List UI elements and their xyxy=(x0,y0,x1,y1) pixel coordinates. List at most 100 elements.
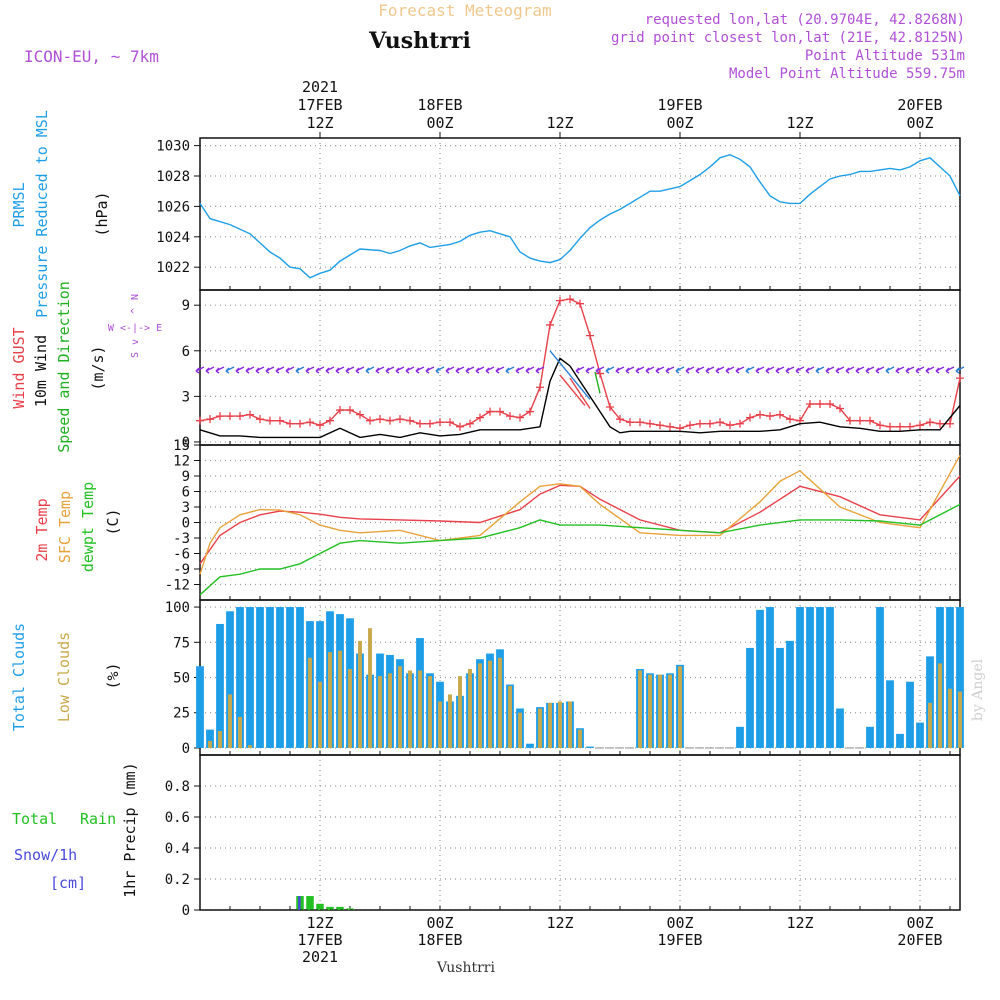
pressure-unit: (hPa) xyxy=(93,191,111,236)
pressure-ytick-label: 1026 xyxy=(156,199,190,215)
gust-marker xyxy=(746,413,754,422)
bottom-time-label: 20FEB xyxy=(897,931,942,949)
top-time-label: 00Z xyxy=(426,114,453,132)
wind-direction-arrow xyxy=(945,366,955,374)
wind-direction-arrow xyxy=(345,366,355,374)
gust-marker xyxy=(366,416,374,425)
pressure-label-1: PRMSL xyxy=(10,182,28,227)
gust-marker xyxy=(806,399,814,408)
low-cloud-bar xyxy=(248,745,252,748)
gust-label: Wind GUST xyxy=(10,327,28,408)
wind-direction-arrow xyxy=(275,366,285,374)
top-time-label: 12Z xyxy=(786,114,813,132)
gust-marker xyxy=(646,419,654,428)
temperature-ytick-label: 15 xyxy=(173,438,190,454)
gust-marker xyxy=(216,412,224,421)
wind-direction-arrow xyxy=(585,366,595,374)
wind-direction-arrow xyxy=(255,366,265,374)
low-cloud-bar xyxy=(518,712,522,748)
precipitation-ytick-label: 0.2 xyxy=(165,872,190,888)
temperature-ytick-label: 6 xyxy=(182,485,190,501)
rain-bar xyxy=(316,903,324,910)
low-cloud-bar xyxy=(368,628,372,748)
wind-direction-arrow xyxy=(635,366,645,374)
gust-marker xyxy=(636,418,644,427)
wind-direction-arrow xyxy=(415,366,425,374)
precip-rain-label: Rain xyxy=(80,810,116,828)
total-cloud-bar xyxy=(246,607,254,748)
gust-marker xyxy=(496,407,504,416)
wind-direction-arrow xyxy=(515,366,525,374)
wind-direction-arrow xyxy=(715,366,725,374)
wind-direction-arrow xyxy=(755,366,765,374)
low-cloud-bar xyxy=(478,663,482,748)
total-cloud-bar xyxy=(526,743,534,748)
gust-line xyxy=(199,298,961,430)
wind-direction-arrow xyxy=(705,366,715,374)
wind-direction-arrow xyxy=(605,366,615,374)
low-cloud-bar xyxy=(958,691,962,748)
wind-ytick-label: 3 xyxy=(182,389,190,405)
total-cloud-bar xyxy=(796,607,804,748)
gust-marker xyxy=(446,418,454,427)
wind-direction-arrow xyxy=(365,366,375,374)
precipitation-frame xyxy=(199,754,961,911)
precip-cm-label: [cm] xyxy=(50,874,86,892)
low-cloud-bar xyxy=(228,694,232,748)
rain-bar xyxy=(306,896,314,910)
temperature-ytick-label: 9 xyxy=(182,469,190,485)
gust-marker xyxy=(546,320,554,329)
gust-marker xyxy=(566,295,574,304)
low-cloud-bar xyxy=(408,670,412,748)
wind-direction-arrow xyxy=(725,366,735,374)
wind-ytick-label: 9 xyxy=(182,298,190,314)
wind-direction-arrow xyxy=(885,366,895,374)
wind-direction-arrow xyxy=(435,366,445,374)
wind-direction-arrow xyxy=(815,366,825,374)
total-cloud-bar xyxy=(926,656,934,748)
gust-marker xyxy=(236,412,244,421)
sfc-label: SFC Temp xyxy=(56,491,74,563)
gust-marker xyxy=(666,422,674,431)
low-cloud-bar xyxy=(678,666,682,748)
low-cloud-bar xyxy=(348,669,352,748)
gust-marker xyxy=(266,416,274,425)
wind-direction-arrow xyxy=(855,366,865,374)
wind-direction-arrow xyxy=(225,366,235,374)
compass-row: W <-|-> E xyxy=(108,323,162,334)
total-cloud-bar xyxy=(256,607,264,748)
watermark: by Angel xyxy=(970,658,986,721)
wind-direction-arrow xyxy=(675,366,685,374)
total-cloud-bar xyxy=(916,722,924,748)
wind-direction-arrow xyxy=(315,366,325,374)
gust-marker xyxy=(306,418,314,427)
gust-marker xyxy=(856,416,864,425)
wind-direction-arrow xyxy=(625,366,635,374)
gust-marker xyxy=(206,415,214,424)
total-cloud-bar xyxy=(806,607,814,748)
gust-marker xyxy=(826,399,834,408)
storm-wind-arrow xyxy=(559,374,586,406)
low-cloud-bar xyxy=(568,701,572,748)
gust-marker xyxy=(656,421,664,430)
low-cloud-bar xyxy=(668,674,672,748)
top-time-label: 00Z xyxy=(666,114,693,132)
gridpoint-coords: grid point closest lon,lat (21E, 42.8125… xyxy=(611,30,965,46)
low-cloud-bar xyxy=(378,676,382,748)
wind-direction-arrow xyxy=(335,366,345,374)
clouds-ytick-label: 50 xyxy=(173,671,190,687)
bottom-time-label: 12Z xyxy=(546,914,573,932)
wind-direction-arrow xyxy=(535,366,545,374)
wind-direction-arrow xyxy=(235,366,245,374)
gust-marker xyxy=(376,415,384,424)
low-cloud-bar xyxy=(928,702,932,748)
total-cloud-bar xyxy=(216,623,224,748)
top-time-label: 2021 xyxy=(302,78,338,96)
bottom-time-label: 18FEB xyxy=(417,931,462,949)
point-altitude: Point Altitude 531m xyxy=(805,48,965,64)
gust-marker xyxy=(316,421,324,430)
gust-marker xyxy=(466,419,474,428)
total-cloud-bar xyxy=(886,680,894,748)
gust-marker xyxy=(536,383,544,392)
